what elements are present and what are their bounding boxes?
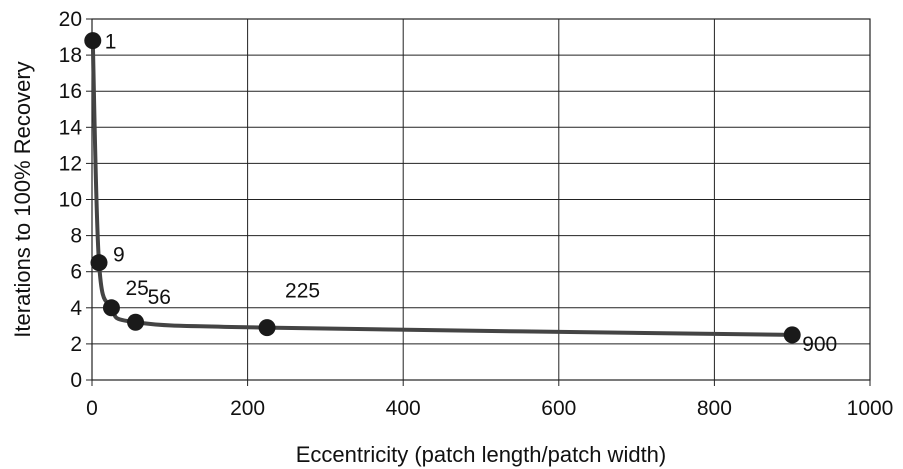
y-tick-label: 18 <box>59 44 82 67</box>
y-tick-label: 14 <box>59 116 83 139</box>
series-line-layer <box>90 38 795 337</box>
x-tick-label: 0 <box>86 397 98 420</box>
data-point-marker <box>258 319 276 337</box>
data-point-label: 225 <box>285 280 320 303</box>
y-tick-label: 2 <box>70 333 82 356</box>
x-tick-label: 600 <box>541 397 576 420</box>
y-tick-label: 4 <box>70 297 82 320</box>
x-tick-label: 200 <box>230 397 265 420</box>
data-point-label: 56 <box>148 286 171 309</box>
data-point-label: 9 <box>113 244 125 267</box>
x-tick-label: 800 <box>697 397 732 420</box>
data-point-marker <box>102 299 120 317</box>
data-point-label: 25 <box>125 277 148 300</box>
y-tick-label: 8 <box>70 225 82 248</box>
x-tick-label: 1000 <box>847 397 894 420</box>
data-point-marker <box>127 313 145 331</box>
y-tick-label: 16 <box>59 80 82 103</box>
x-tick-label: 400 <box>386 397 421 420</box>
plot-border <box>91 18 871 381</box>
gridlines <box>86 18 871 386</box>
y-tick-label: 6 <box>70 261 82 284</box>
y-axis-title: Iterations to 100% Recovery <box>10 61 35 337</box>
markers <box>84 32 801 344</box>
data-point-marker <box>783 326 801 344</box>
x-axis-title: Eccentricity (patch length/patch width) <box>296 442 667 467</box>
data-point-marker <box>84 32 102 50</box>
y-tick-label: 10 <box>59 189 82 212</box>
data-point-label: 1 <box>105 31 117 54</box>
y-tick-label: 0 <box>70 369 82 392</box>
y-tick-label: 12 <box>59 152 82 175</box>
y-tick-label: 20 <box>59 8 82 31</box>
series-line <box>90 38 795 337</box>
data-point-marker <box>90 254 108 272</box>
data-point-label: 900 <box>802 333 837 356</box>
